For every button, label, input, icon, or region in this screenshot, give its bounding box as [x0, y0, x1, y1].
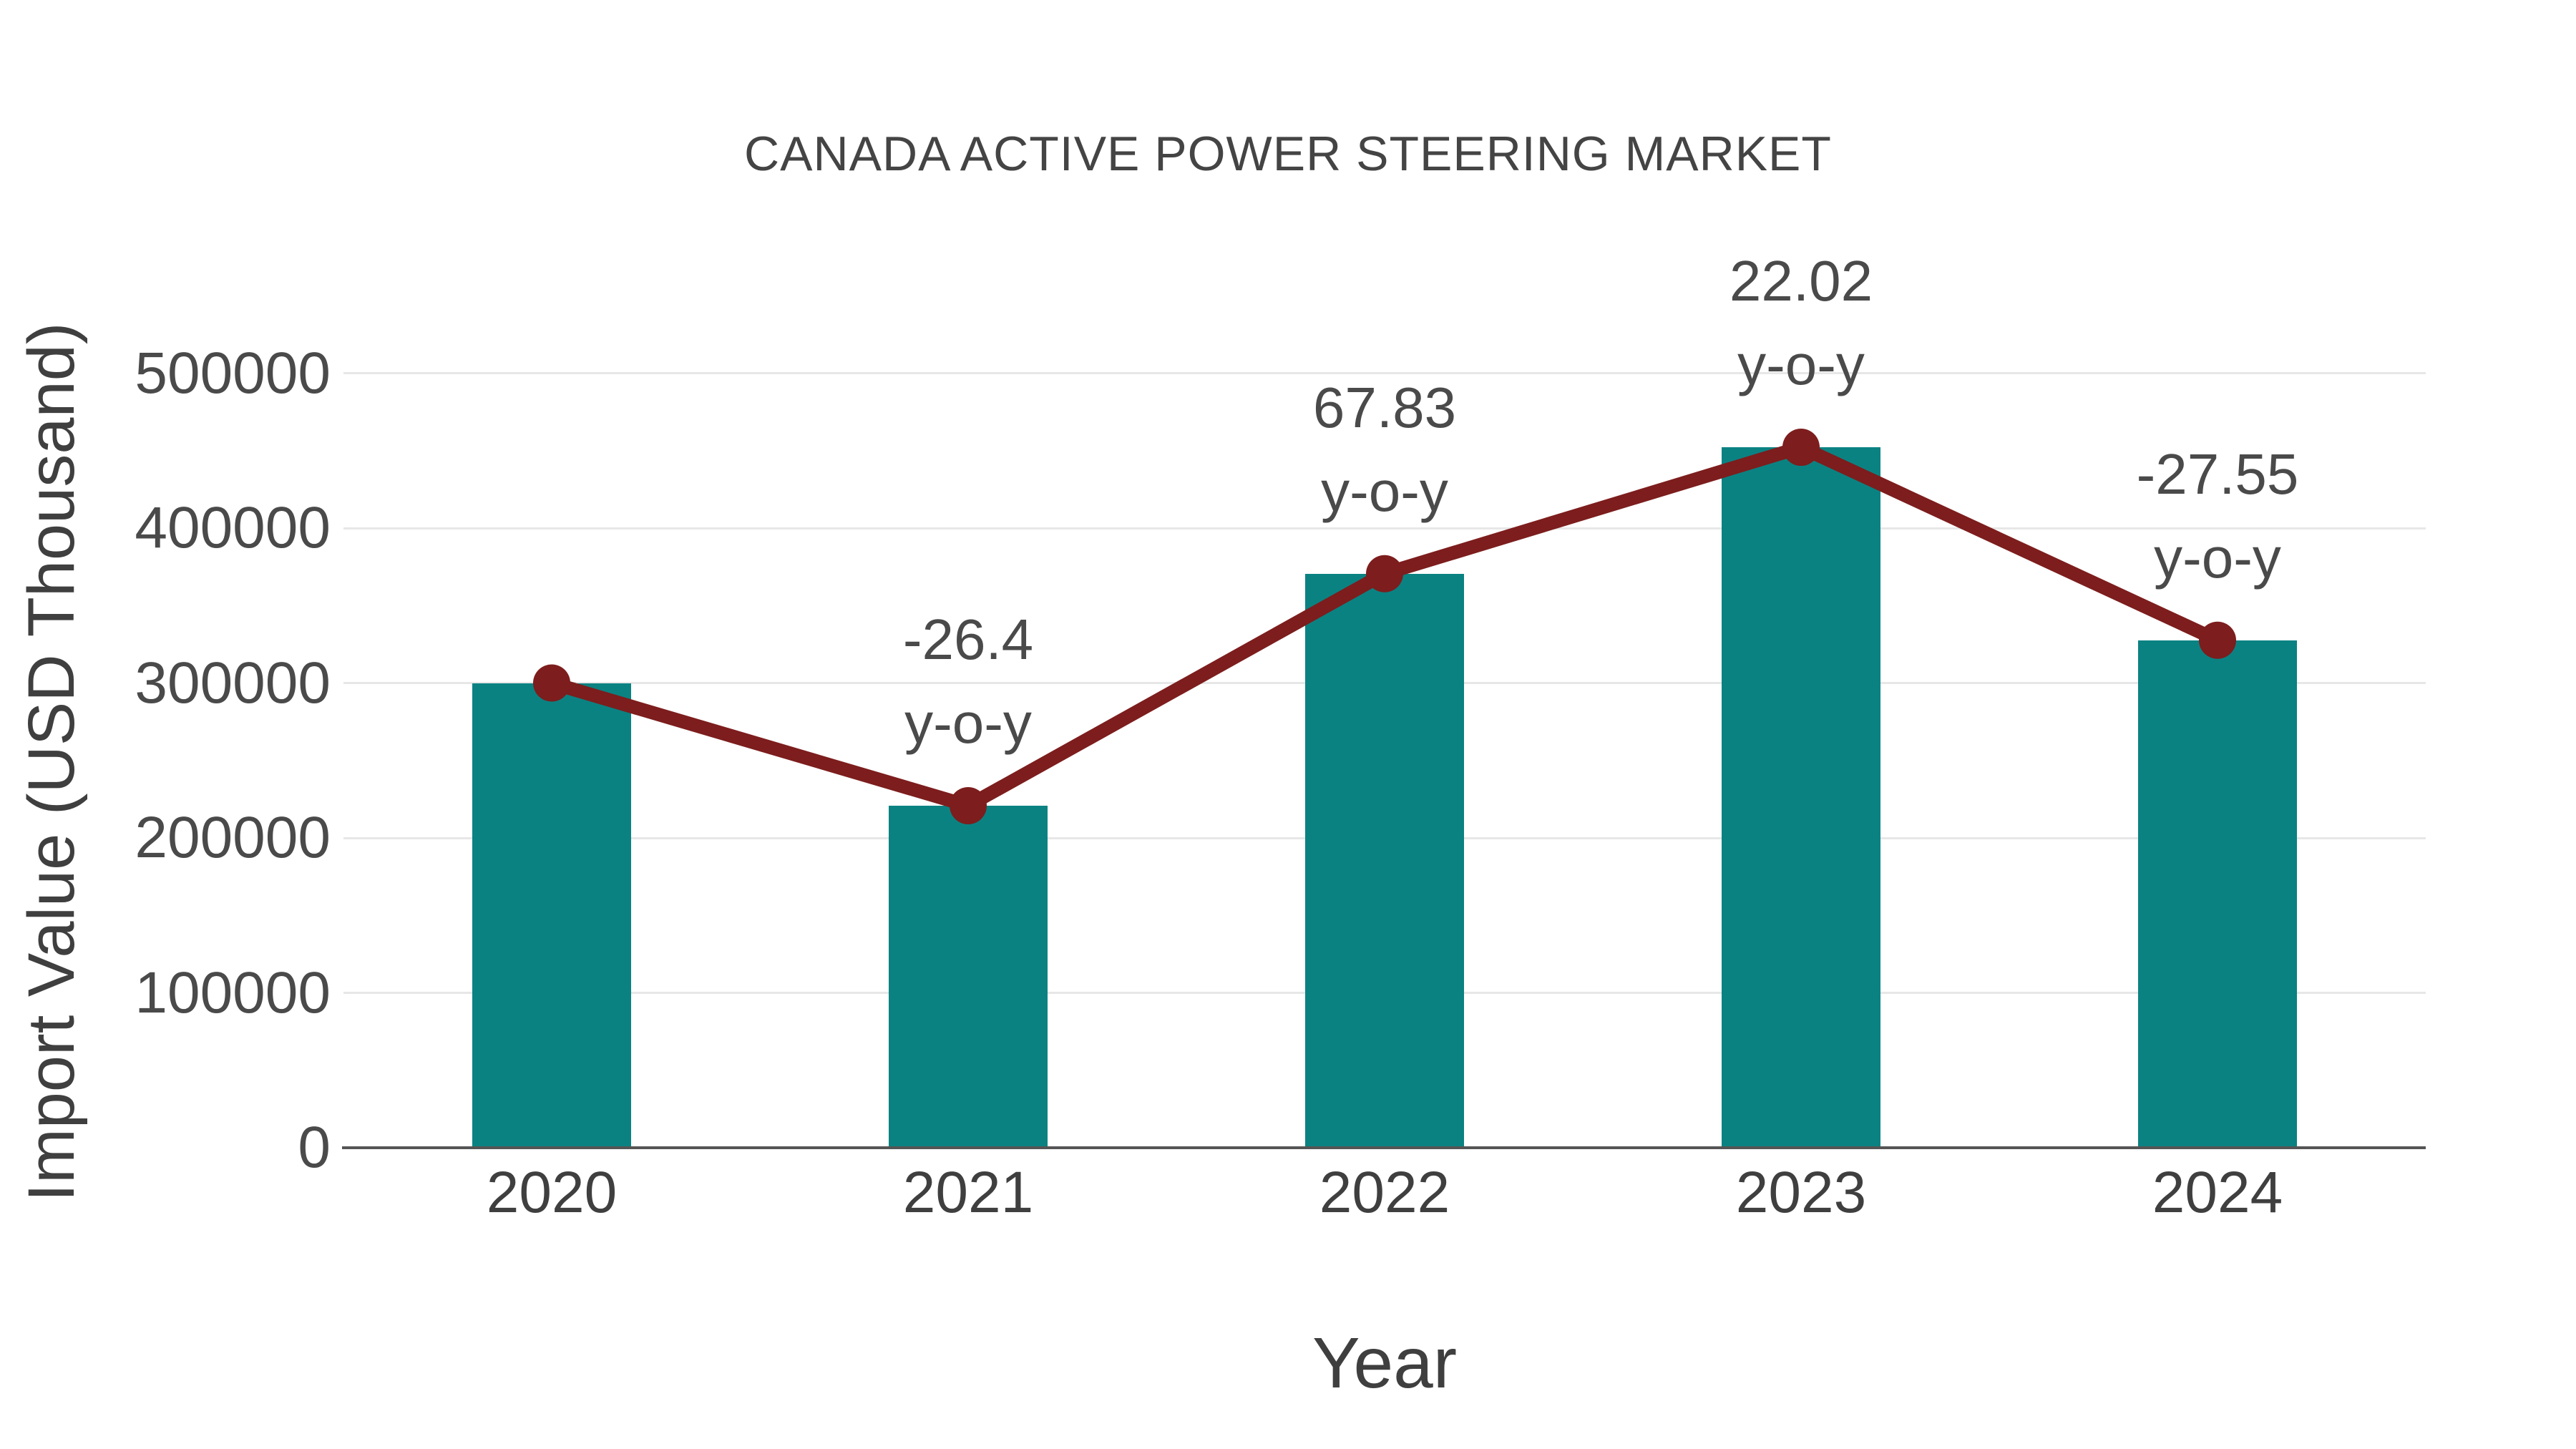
- y-tick-label-100000: 100000: [135, 960, 331, 1025]
- y-tick-label-0: 0: [298, 1115, 331, 1180]
- y-tick-label-200000: 200000: [135, 805, 331, 870]
- bar-2024: [2138, 640, 2297, 1148]
- annotation-value: 67.83: [1312, 375, 1457, 439]
- y-tick-label-400000: 400000: [135, 495, 331, 560]
- chart-title: CANADA ACTIVE POWER STEERING MARKET: [744, 127, 1832, 181]
- annotation-suffix: y-o-y: [1321, 459, 1448, 523]
- bar-2023: [1722, 447, 1880, 1148]
- x-tick-label-2023: 2023: [1735, 1160, 1867, 1225]
- y-axis-title: Import Value (USD Thousand): [15, 322, 88, 1202]
- bar-2020: [472, 683, 631, 1148]
- annotation-2022: 67.83 y-o-y: [1170, 366, 1599, 533]
- gridline-500000: [343, 372, 2426, 374]
- bar-2022: [1305, 573, 1464, 1148]
- annotation-2024: -27.55 y-o-y: [2003, 432, 2432, 600]
- annotation-2021: -26.4 y-o-y: [753, 597, 1183, 765]
- x-tick-label-2022: 2022: [1319, 1160, 1450, 1225]
- x-tick-label-2024: 2024: [2152, 1160, 2283, 1225]
- annotation-value: -26.4: [902, 607, 1034, 671]
- annotation-value: 22.02: [1729, 249, 1873, 313]
- bar-2021: [889, 805, 1048, 1148]
- annotation-suffix: y-o-y: [2154, 525, 2281, 590]
- y-tick-label-300000: 300000: [135, 650, 331, 716]
- y-tick-label-500000: 500000: [135, 340, 331, 406]
- annotation-value: -27.55: [2136, 441, 2299, 506]
- x-axis-title: Year: [1312, 1323, 1458, 1403]
- x-tick-label-2021: 2021: [902, 1160, 1034, 1225]
- annotation-2023: 22.02 y-o-y: [1586, 239, 2016, 406]
- x-axis-line: [342, 1146, 2426, 1149]
- x-tick-label-2020: 2020: [486, 1160, 618, 1225]
- annotation-suffix: y-o-y: [904, 691, 1032, 755]
- annotation-suffix: y-o-y: [1737, 333, 1865, 397]
